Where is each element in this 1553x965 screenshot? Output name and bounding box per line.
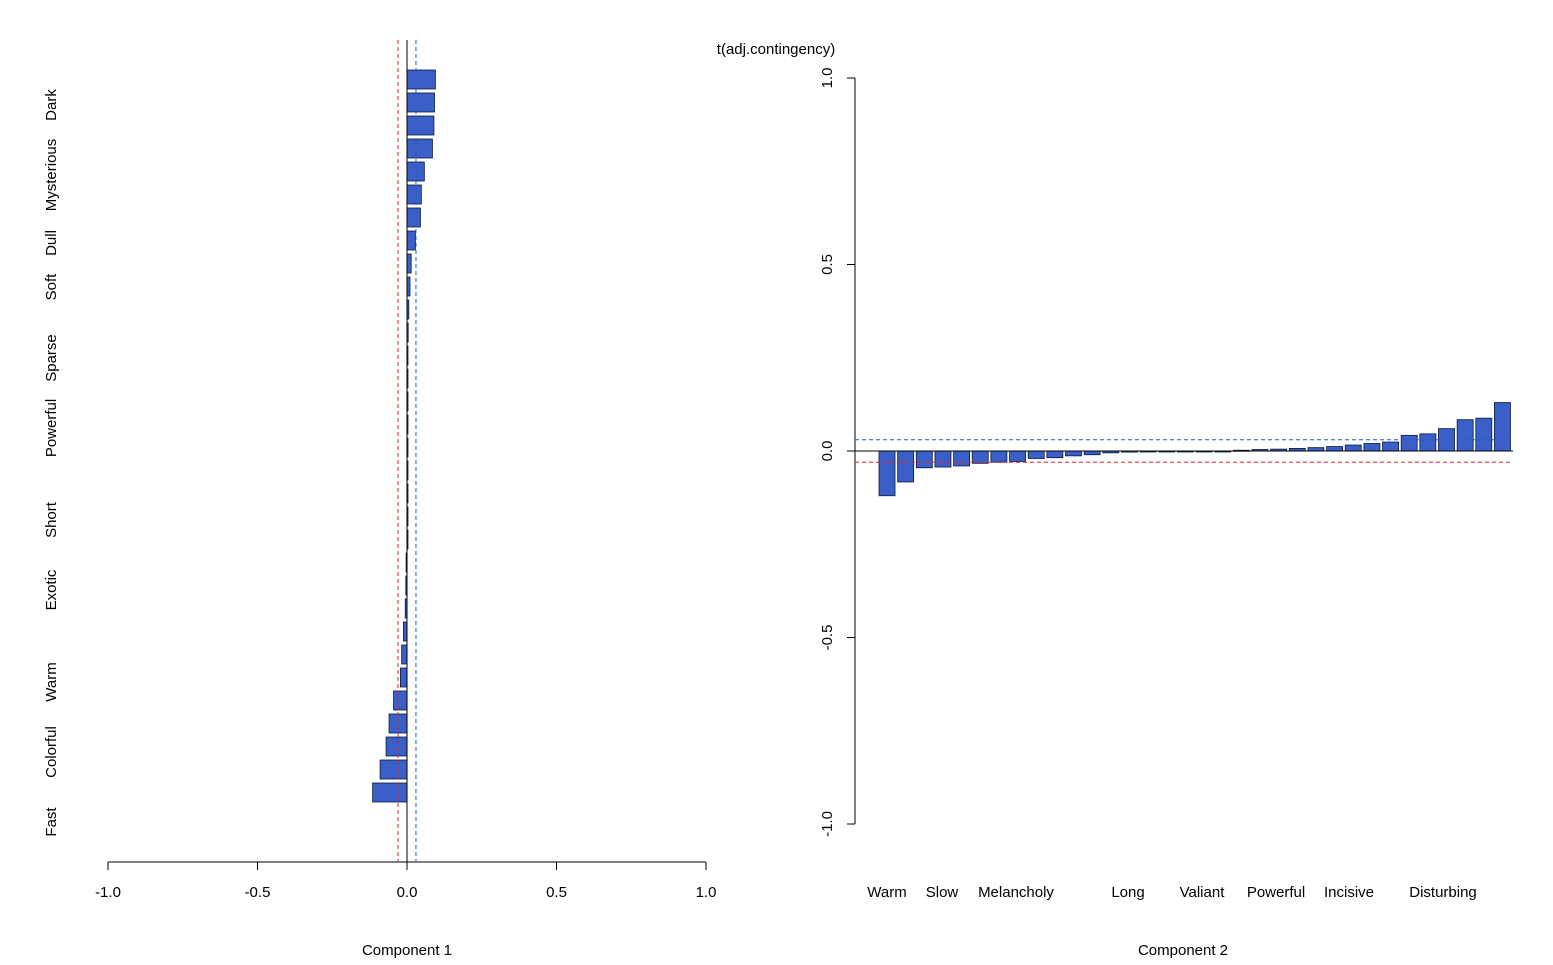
bar-component-1: [400, 667, 408, 688]
bar-component-1: [406, 161, 425, 182]
bar-component-2: [1326, 446, 1343, 452]
bar-component-1: [385, 736, 408, 757]
y-tick-label-2: -0.5: [819, 625, 836, 651]
bar-component-2: [1344, 444, 1362, 452]
bar-component-1: [406, 184, 422, 205]
bar-component-1: [406, 138, 433, 159]
bar-component-1: [388, 713, 408, 734]
bar-component-2: [1363, 443, 1381, 452]
x-category-label-2: Powerful: [1247, 884, 1305, 901]
bar-component-1: [406, 69, 436, 90]
x-axis-title-1: Component 1: [362, 942, 452, 959]
x-axis-title-2: Component 2: [1138, 942, 1228, 959]
bar-component-2: [1083, 450, 1101, 456]
y-category-label-1: Fast: [43, 807, 60, 837]
x-category-label-2: Warm: [867, 884, 906, 901]
bar-component-1: [401, 644, 408, 665]
y-category-label-1: Dark: [43, 89, 60, 121]
x-tick-label-1: 0.0: [397, 884, 418, 901]
x-category-label-2: Long: [1111, 884, 1144, 901]
bar-component-2: [1456, 419, 1474, 452]
bar-component-2: [1027, 450, 1045, 459]
bar-component-2: [953, 450, 970, 467]
bar-component-2: [1046, 450, 1064, 459]
bar-component-2: [1065, 450, 1082, 457]
bar-component-1: [406, 115, 435, 136]
x-tick-label-1: -0.5: [245, 884, 271, 901]
bar-component-2: [1382, 441, 1399, 452]
bar-component-2: [915, 450, 933, 469]
y-category-label-1: Sparse: [43, 334, 60, 382]
x-tick-label-1: 1.0: [696, 884, 717, 901]
y-category-label-1: Dull: [43, 230, 60, 256]
bar-component-1: [406, 92, 435, 113]
y-category-label-1: Warm: [43, 662, 60, 701]
x-category-label-2: Incisive: [1324, 884, 1374, 901]
y-category-label-1: Colorful: [43, 726, 60, 778]
x-category-label-2: Disturbing: [1409, 884, 1477, 901]
x-category-label-2: Valiant: [1180, 884, 1226, 901]
y-tick-label-2: 1.0: [819, 68, 836, 89]
bar-component-2: [1307, 447, 1325, 452]
bar-component-2: [1009, 450, 1026, 462]
bar-component-1: [406, 207, 421, 228]
bar-component-2: [971, 450, 989, 464]
bar-component-2: [1475, 417, 1493, 452]
component-2-panel: -1.0 -0.5 0.0 0.5 1.0 Warm Slow Melancholy Long V…: [819, 68, 1513, 959]
bar-component-1: [372, 782, 408, 803]
y-tick-label-2: 0.5: [819, 254, 836, 275]
bar-component-1: [393, 690, 408, 711]
x-category-label-2: Slow: [926, 884, 959, 901]
component-1-panel: -1.0 -0.5 0.0 0.5 1.0 Component 1 Dark Mysterio…: [43, 40, 716, 959]
bar-component-1: [406, 253, 412, 274]
bar-component-1: [406, 230, 416, 251]
bar-component-2: [878, 450, 896, 497]
y-category-label-1: Mysterious: [43, 139, 60, 212]
bar-component-1: [379, 759, 408, 780]
bar-component-2: [1494, 402, 1511, 452]
bar-component-2: [934, 450, 952, 468]
x-tick-label-1: 0.5: [546, 884, 567, 901]
bar-component-2: [897, 450, 915, 483]
x-category-label-2: Melancholy: [978, 884, 1054, 901]
figure-title: t(adj.contingency): [717, 41, 835, 58]
x-tick-label-1: -1.0: [95, 884, 121, 901]
bar-component-2: [1400, 434, 1418, 452]
y-category-label-1: Short: [43, 501, 60, 538]
y-tick-label-2: 0.0: [819, 441, 836, 462]
y-tick-label-2: -1.0: [819, 811, 836, 837]
bar-component-2: [990, 450, 1008, 463]
bar-component-1: [403, 621, 408, 642]
y-category-label-1: Exotic: [43, 569, 60, 610]
y-category-label-1: Soft: [43, 273, 60, 301]
y-category-label-1: Powerful: [43, 399, 60, 457]
bar-component-2: [1419, 433, 1437, 452]
